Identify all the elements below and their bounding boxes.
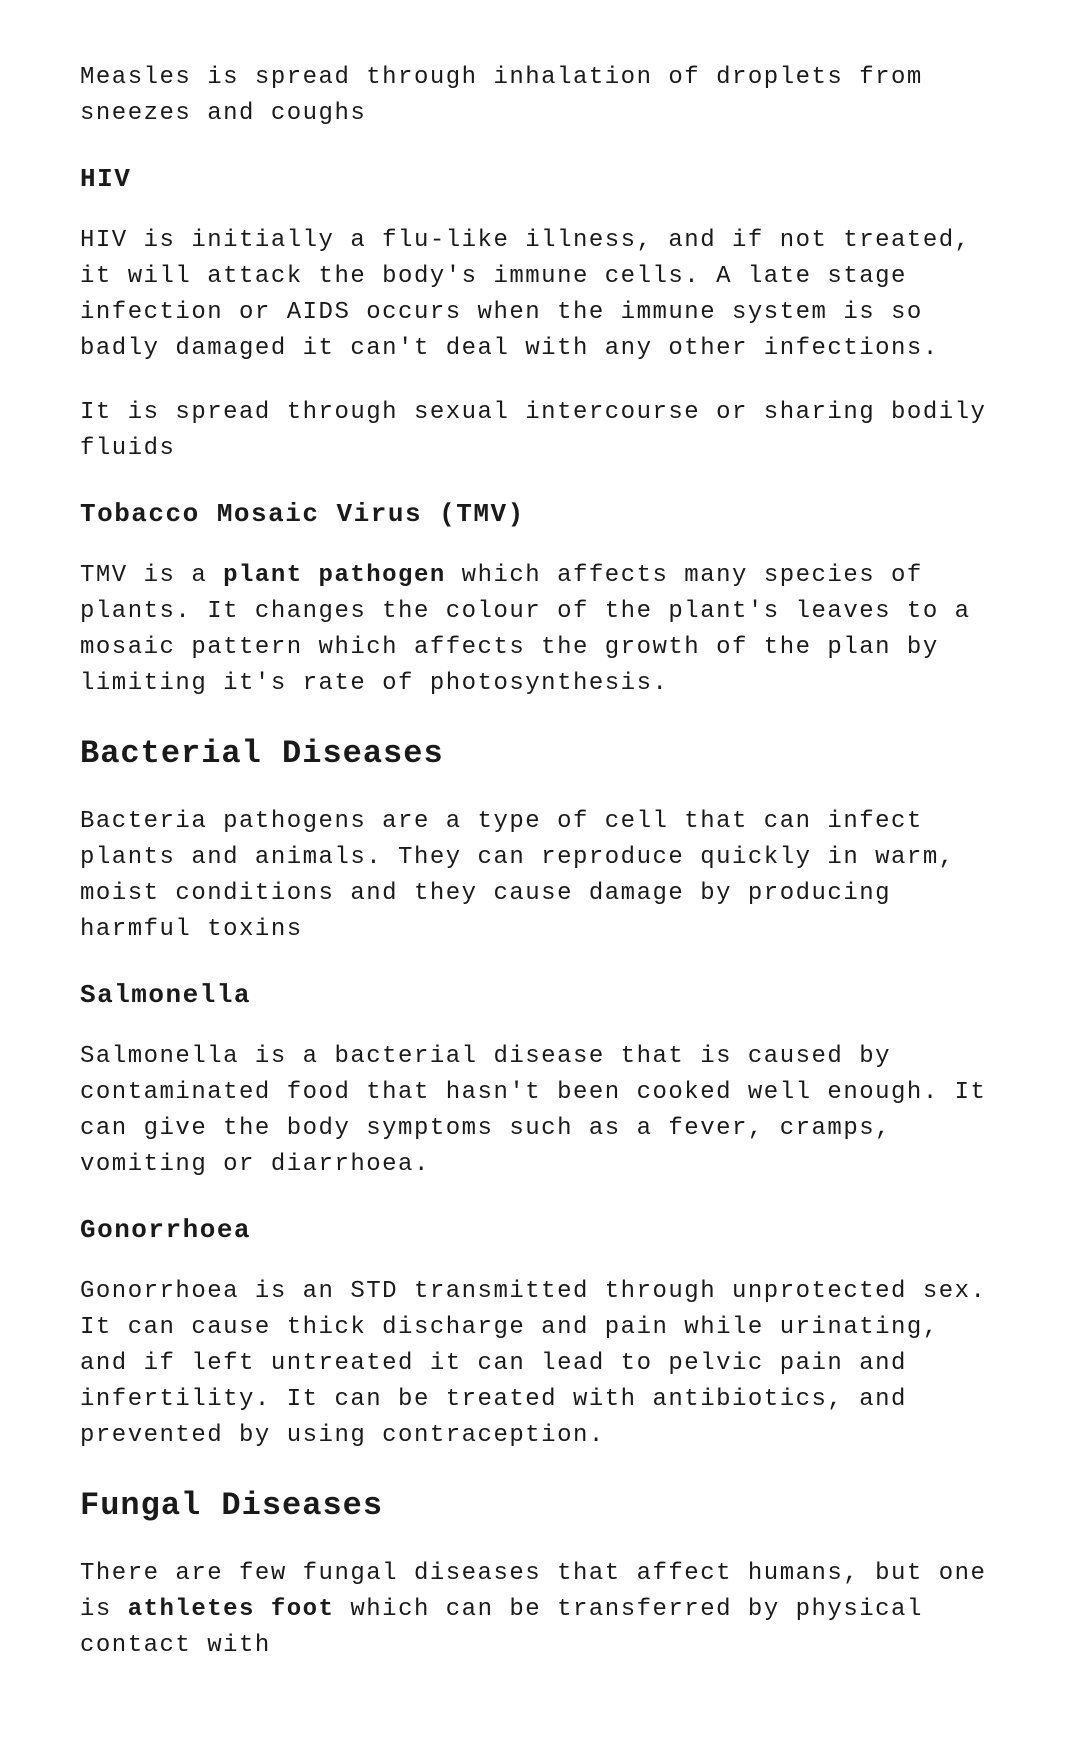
- salmonella-paragraph: Salmonella is a bacterial disease that i…: [80, 1039, 1000, 1183]
- hiv-paragraph-1: HIV is initially a flu-like illness, and…: [80, 223, 1000, 367]
- tmv-paragraph: TMV is a plant pathogen which affects ma…: [80, 558, 1000, 702]
- fungal-text-bold: athletes foot: [128, 1596, 335, 1623]
- fungal-paragraph: There are few fungal diseases that affec…: [80, 1556, 1000, 1664]
- measles-paragraph: Measles is spread through inhalation of …: [80, 60, 1000, 132]
- fungal-heading: Fungal Diseases: [80, 1482, 1000, 1530]
- gonorrhoea-heading: Gonorrhoea: [80, 1211, 1000, 1250]
- salmonella-heading: Salmonella: [80, 976, 1000, 1015]
- bacterial-paragraph: Bacteria pathogens are a type of cell th…: [80, 804, 1000, 948]
- bacterial-heading: Bacterial Diseases: [80, 730, 1000, 778]
- hiv-heading: HIV: [80, 160, 1000, 199]
- hiv-paragraph-2: It is spread through sexual intercourse …: [80, 395, 1000, 467]
- tmv-text-a: TMV is a: [80, 562, 223, 589]
- gonorrhoea-paragraph: Gonorrhoea is an STD transmitted through…: [80, 1274, 1000, 1454]
- tmv-heading: Tobacco Mosaic Virus (TMV): [80, 495, 1000, 534]
- tmv-text-bold: plant pathogen: [223, 562, 446, 589]
